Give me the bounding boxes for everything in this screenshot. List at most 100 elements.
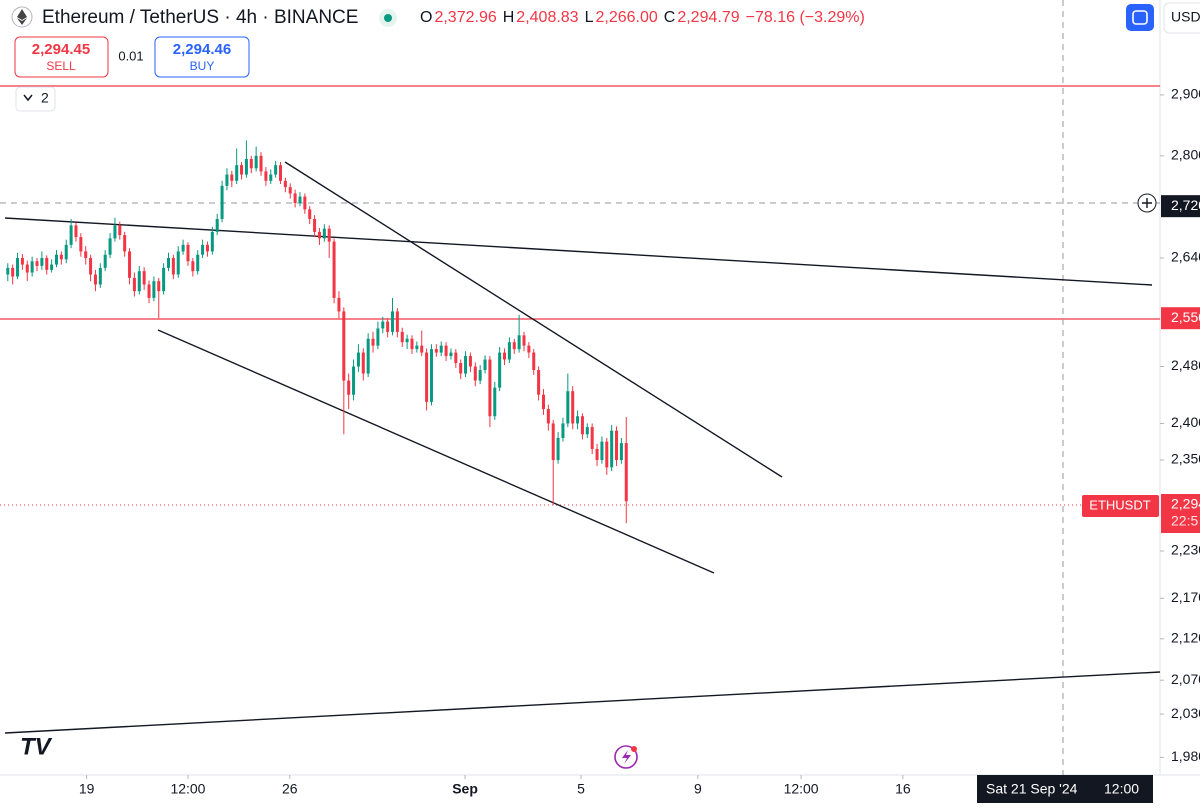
candle-body [50,264,54,270]
candle-body [400,331,404,343]
compare-button[interactable] [1126,4,1154,31]
ohlc-key: C [664,9,676,26]
symbol-tag [1082,495,1159,517]
y-tick-label: 2,900 [1171,86,1200,102]
x-tick-label: 26 [282,781,298,797]
candle-body [444,345,448,357]
candle-body [220,185,224,219]
candle-body [45,257,49,270]
candle-body [527,345,531,353]
candle-body [425,352,429,402]
x-tick-label: 9 [694,781,702,797]
sell-label: SELL [46,59,76,73]
tv-logo: TV [20,733,53,760]
candle-body [274,165,278,175]
candle-body [64,244,68,260]
currency-button[interactable] [1163,2,1200,34]
candle-body [619,443,623,460]
candle-body [371,338,375,346]
candle-body [196,254,200,272]
candle-body [468,356,472,367]
symbol-title[interactable]: Ethereum / TetherUS · 4h · BINANCE [42,7,358,28]
ohlc-value: 2,294.79 [677,9,739,26]
candle-body [269,174,273,181]
candle-body [69,225,73,245]
candle-body [40,257,44,266]
y-tick-label: 2,550 [1171,309,1200,325]
trend-line [4,217,1153,286]
y-tick-label: 2,480 [1171,357,1200,373]
candle-body [454,352,458,364]
ohlc-key: O [420,9,432,26]
candle-body [118,225,122,236]
x-tick-label: 12:00 [170,781,205,797]
candle-body [610,430,614,468]
plus-icon [1142,198,1152,208]
candle-body [561,423,565,438]
candle-body [123,235,127,252]
candle-body [439,345,443,353]
candle-body [147,284,151,298]
candle-body [74,225,78,238]
candle-body [25,264,29,273]
events-dot [631,746,637,752]
candle-body [313,218,317,232]
candle-body [590,427,594,449]
buy-label: BUY [190,59,215,73]
spread: 0.01 [118,48,143,63]
candle-body [278,165,283,181]
candle-body [576,416,580,424]
price-tag [1161,494,1200,533]
candle-body [308,209,312,219]
candle-body [332,241,336,298]
symbol-tag-label: ETHUSDT [1089,497,1150,512]
candle-body [240,165,244,175]
y-tick-label: 2,230 [1171,542,1200,558]
candle-body [108,238,112,255]
candle-body [473,366,477,381]
candle-body [434,349,438,353]
candle-body [201,244,205,255]
candle-body [580,416,584,435]
price-axis: 2,900 2,800 2,720 2,640 2,550 2,480 2,400 2,350… [1160,86,1200,764]
sell-button[interactable] [14,36,109,78]
candle-body [488,359,492,417]
candle-body [449,352,453,357]
y-tick-label: 2,070 [1171,671,1200,687]
candle-body [464,356,468,374]
bar-countdown: 22:5 [1171,513,1198,529]
candle-body [381,321,385,329]
candle-body [556,437,560,460]
candle-body [293,193,297,203]
x-tick-label: 12:00 [784,781,819,797]
candle-body [128,251,132,278]
candle-body [415,345,419,350]
buy-button[interactable] [154,36,250,78]
candle-body [249,158,253,169]
candle-body [79,237,83,252]
candle-body [459,363,463,374]
candle-body [6,267,10,275]
ohlc-key: H [503,9,515,26]
ohlc-value: 2,408.83 [516,9,578,26]
candle-body [298,196,302,203]
candle-body [410,338,414,350]
candle-body [478,370,482,381]
candle-body [566,391,570,424]
candle-body [132,277,136,292]
candle-body [386,321,390,332]
candle-body [171,257,175,275]
candle-body [157,281,161,292]
candle-body [317,231,321,239]
y-tick-label: 2,350 [1171,451,1200,467]
candle-body [259,155,263,172]
candle-body [98,267,102,285]
last-price: 2,294.79 [1171,496,1200,512]
indicators-toggle[interactable] [15,86,56,112]
y-tick-label: 1,980 [1171,748,1200,764]
y-tick-label: 2,120 [1171,629,1200,645]
time-axis: 19 12:00 26 Sep 5 9 12:00 16 [79,775,911,797]
sell-price: 2,294.45 [32,41,90,58]
candle-body [30,261,34,273]
